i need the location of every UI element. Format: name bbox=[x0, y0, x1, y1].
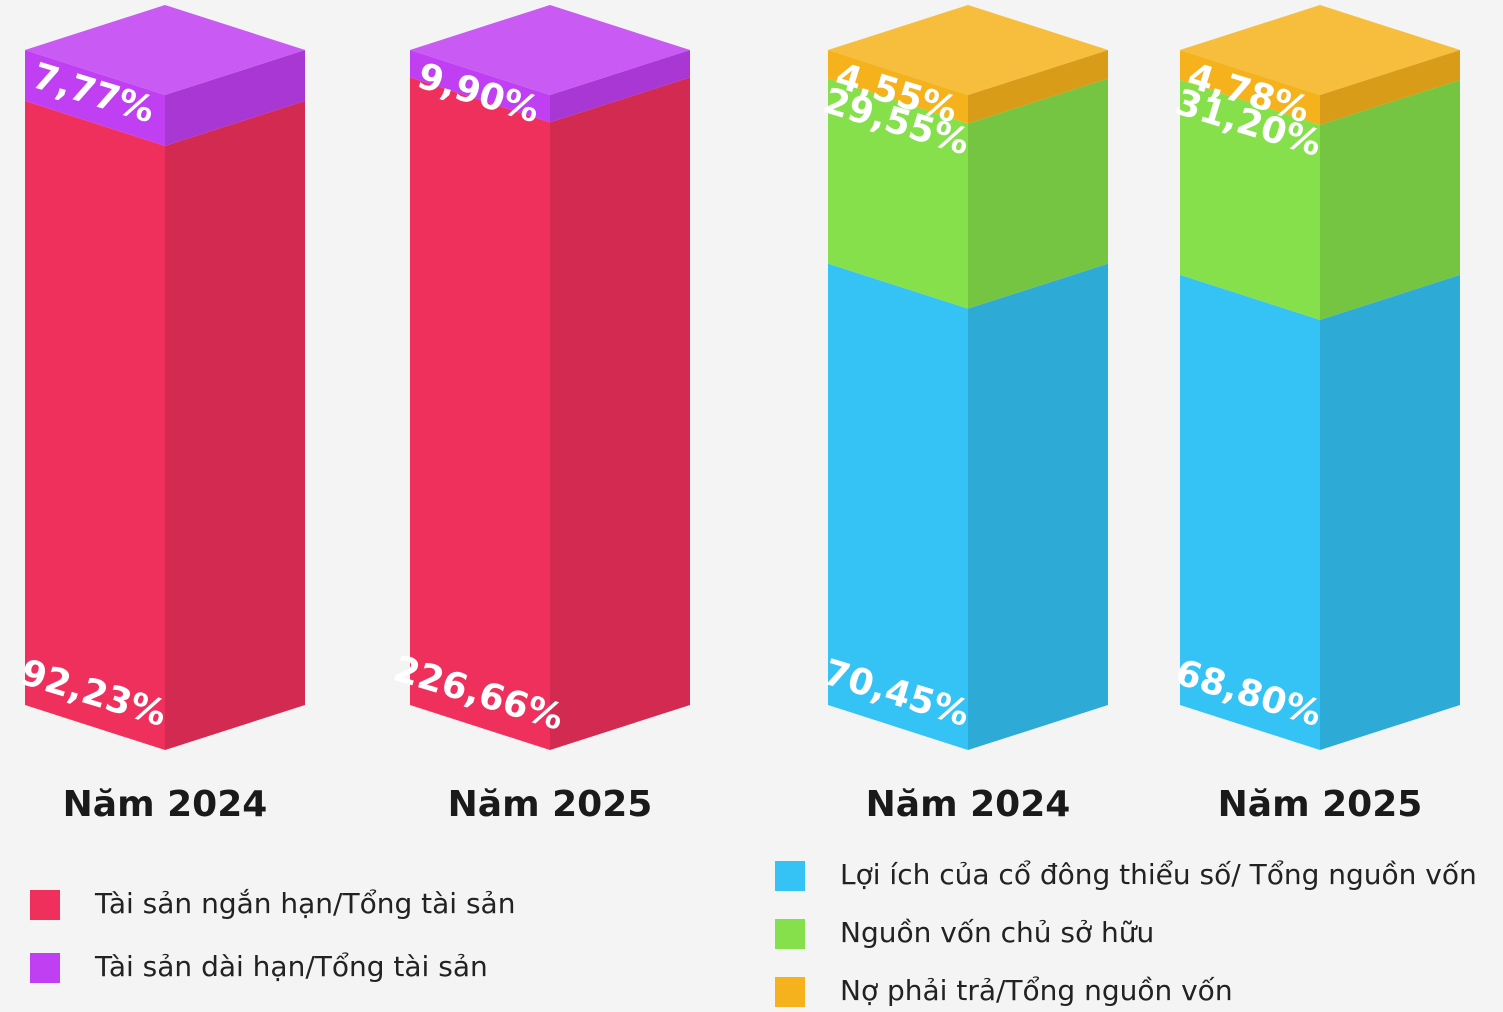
bar-side bbox=[165, 50, 305, 146]
bar-segment bbox=[410, 77, 690, 751]
bar-segment bbox=[410, 5, 690, 123]
bar-side bbox=[968, 263, 1108, 750]
legend-label: Tài sản dài hạn/Tổng tài sản bbox=[94, 950, 488, 983]
bar-top bbox=[828, 5, 1108, 95]
bar-top bbox=[25, 5, 305, 95]
legend-label: Tài sản ngắn hạn/Tổng tài sản bbox=[94, 887, 515, 920]
bar-front bbox=[1180, 274, 1320, 750]
bar-top bbox=[410, 5, 690, 95]
bar-segment bbox=[828, 263, 1108, 750]
legend-swatch bbox=[30, 953, 60, 983]
bar-side-shade bbox=[550, 77, 690, 751]
bar-side-shade bbox=[165, 50, 305, 146]
bar-front bbox=[25, 100, 165, 751]
bar-front bbox=[828, 50, 968, 124]
bar-side-shade bbox=[968, 78, 1108, 309]
bar-segment bbox=[1180, 274, 1460, 750]
bar-front bbox=[828, 78, 968, 309]
bar-front bbox=[1180, 50, 1320, 125]
bar-segment bbox=[25, 100, 305, 751]
bar-top-shine bbox=[828, 5, 1108, 95]
bar-segment bbox=[1180, 5, 1460, 125]
legend-label: Nguồn vốn chủ sở hữu bbox=[840, 916, 1154, 949]
bar-side bbox=[1320, 79, 1460, 320]
bar-top-shine bbox=[1180, 5, 1460, 95]
bar-side bbox=[165, 100, 305, 751]
x-tick-label: Năm 2025 bbox=[448, 784, 653, 825]
bar-segment bbox=[25, 5, 305, 146]
bar-top-shine bbox=[410, 5, 690, 95]
bar-front bbox=[410, 50, 550, 123]
bar-segment bbox=[828, 78, 1108, 309]
bar-side bbox=[550, 77, 690, 751]
legend-swatch bbox=[30, 890, 60, 920]
bar-side bbox=[550, 50, 690, 123]
legend-swatch bbox=[775, 977, 805, 1007]
bar-side-shade bbox=[165, 100, 305, 751]
bar-top bbox=[1180, 5, 1460, 95]
legend-swatch bbox=[775, 919, 805, 949]
x-tick-label: Năm 2024 bbox=[866, 784, 1071, 825]
legend-swatch bbox=[775, 861, 805, 891]
bar-front bbox=[1180, 79, 1320, 320]
bar-side-shade bbox=[1320, 274, 1460, 750]
bar-side bbox=[968, 50, 1108, 124]
bar-front bbox=[410, 77, 550, 751]
bar-front bbox=[828, 263, 968, 750]
bar-segment bbox=[1180, 79, 1460, 320]
legend-label: Nợ phải trả/Tổng nguồn vốn bbox=[840, 974, 1233, 1007]
x-tick-label: Năm 2025 bbox=[1218, 784, 1423, 825]
bar-top-shine bbox=[25, 5, 305, 95]
legend-label: Lợi ích của cổ đông thiểu số/ Tổng nguồn… bbox=[840, 858, 1477, 891]
x-tick-label: Năm 2024 bbox=[63, 784, 268, 825]
bar-segment bbox=[828, 5, 1108, 124]
bar-side-shade bbox=[550, 50, 690, 123]
bar-side bbox=[968, 78, 1108, 309]
bar-side bbox=[1320, 50, 1460, 125]
bar-side-shade bbox=[1320, 79, 1460, 320]
bar-side-shade bbox=[968, 50, 1108, 124]
bar-side-shade bbox=[1320, 50, 1460, 125]
bar-front bbox=[25, 50, 165, 146]
bar-side bbox=[1320, 274, 1460, 750]
bar-side-shade bbox=[968, 263, 1108, 750]
